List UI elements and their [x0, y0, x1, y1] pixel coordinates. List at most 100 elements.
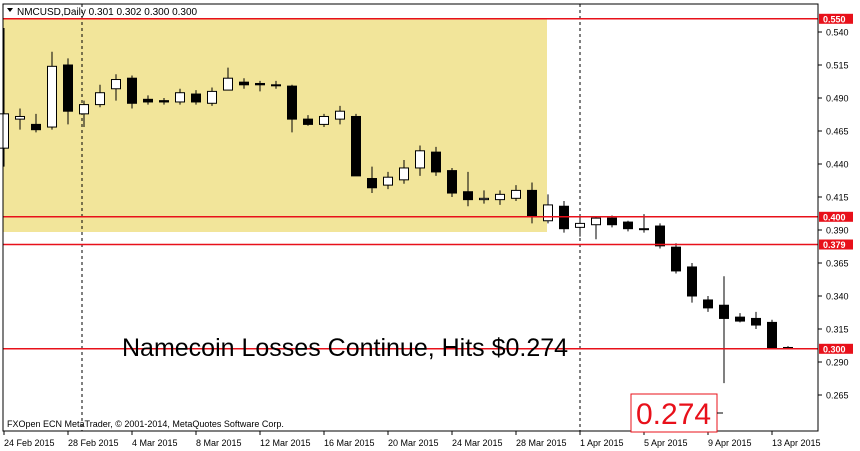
candle-body-down — [351, 115, 361, 177]
candle — [143, 95, 153, 105]
x-tick-label: 9 Apr 2015 — [708, 438, 752, 448]
candle-body-down — [63, 64, 73, 112]
candle — [575, 216, 585, 237]
x-tick-label: 16 Mar 2015 — [324, 438, 375, 448]
x-tick-label: 28 Mar 2015 — [516, 438, 567, 448]
candle — [399, 160, 409, 184]
candle-body-down — [287, 85, 297, 120]
candle-body-up — [207, 90, 217, 104]
candle-body-up — [111, 79, 121, 90]
x-tick-label: 13 Apr 2015 — [772, 438, 821, 448]
level-tag — [819, 343, 853, 354]
y-tick-label: 0.490 — [826, 94, 849, 104]
candles-layer — [0, 28, 793, 384]
candle-body-down — [143, 98, 153, 103]
candle-body-down — [447, 170, 457, 194]
candle — [623, 220, 633, 232]
x-tick-label: 1 Apr 2015 — [580, 438, 624, 448]
candle-body-down — [623, 221, 633, 230]
candle-body-down — [607, 217, 617, 226]
candle-body-up — [95, 92, 105, 106]
level-tag-label: 0.550 — [823, 14, 846, 24]
candle-body-up — [0, 113, 9, 149]
candle — [47, 51, 57, 130]
candle — [127, 75, 137, 109]
y-tick-label: 0.265 — [826, 391, 849, 401]
candle-body-down — [767, 321, 777, 350]
candle-body-up — [575, 222, 585, 228]
candle-body-down — [303, 118, 313, 125]
candle-body-down — [463, 191, 473, 201]
candle — [367, 166, 377, 194]
candle — [767, 319, 777, 350]
candle-body-up — [639, 228, 649, 231]
candle — [287, 84, 297, 133]
candle-body-down — [671, 246, 681, 272]
candle — [303, 115, 313, 126]
y-tick-label: 0.415 — [826, 193, 849, 203]
candle-body-up — [479, 197, 489, 201]
candle — [671, 243, 681, 274]
candle-body-down — [687, 266, 697, 297]
level-tag — [819, 211, 853, 222]
candle-body-down — [719, 304, 729, 319]
candle-body-up — [591, 217, 601, 226]
candle — [79, 100, 89, 128]
candle-body-down — [239, 81, 249, 86]
candle — [0, 28, 9, 167]
candle-body-down — [255, 82, 265, 86]
y-axis: 0.540 0.515 0.490 0.465 0.440 0.415 0.390 0.365… — [818, 28, 849, 401]
candle — [463, 171, 473, 207]
level-tag-label: 0.400 — [823, 212, 846, 222]
low-callout-value: 0.274 — [636, 398, 711, 431]
headline: Namecoin Losses Continue, Hits $0.274 — [122, 334, 568, 362]
y-tick-label: 0.515 — [826, 61, 849, 71]
candle-body-down — [127, 77, 137, 104]
candle — [447, 167, 457, 197]
candle — [431, 146, 441, 176]
symbol-header: NMCUSD,Daily 0.301 0.302 0.300 0.300 — [17, 7, 198, 18]
candle-body-up — [15, 115, 25, 120]
level-tag-label: 0.300 — [823, 344, 846, 354]
candle — [175, 88, 185, 105]
x-tick-label: 20 Mar 2015 — [388, 438, 439, 448]
candle-body-down — [703, 299, 713, 309]
candle — [719, 276, 729, 384]
candle-body-up — [399, 167, 409, 181]
candle — [335, 105, 345, 125]
candle — [495, 190, 505, 205]
candle-body-down — [31, 123, 41, 131]
y-tick-label: 0.290 — [826, 358, 849, 368]
candle — [591, 216, 601, 240]
levels-layer: 0.550 0.400 0.379 0.300 — [3, 13, 853, 354]
dropdown-triangle-icon[interactable] — [7, 8, 13, 12]
candle-body-up — [415, 150, 425, 169]
candle — [255, 80, 265, 92]
candle-body-up — [383, 176, 393, 186]
candle-body-up — [335, 110, 345, 120]
y-tick-label: 0.315 — [826, 325, 849, 335]
candle — [703, 296, 713, 312]
candle — [383, 171, 393, 190]
y-tick-label: 0.465 — [826, 127, 849, 137]
x-tick-label: 12 Mar 2015 — [260, 438, 311, 448]
y-tick-label: 0.440 — [826, 160, 849, 170]
level-tag — [819, 13, 853, 24]
x-tick-label: 5 Apr 2015 — [644, 438, 688, 448]
level-tag-label: 0.379 — [823, 240, 846, 250]
candle — [735, 313, 745, 323]
level-tag — [819, 239, 853, 250]
candle — [191, 90, 201, 105]
candle — [63, 58, 73, 125]
x-tick-label: 4 Mar 2015 — [132, 438, 178, 448]
candle — [207, 87, 217, 106]
copyright-text: FXOpen ECN MetaTrader, © 2001-2014, Meta… — [7, 419, 284, 429]
candle — [543, 194, 553, 224]
y-tick-label: 0.540 — [826, 28, 849, 38]
y-tick-label: 0.390 — [826, 226, 849, 236]
x-tick-label: 8 Mar 2015 — [196, 438, 242, 448]
candle-body-down — [431, 151, 441, 173]
candle-body-up — [47, 65, 57, 128]
